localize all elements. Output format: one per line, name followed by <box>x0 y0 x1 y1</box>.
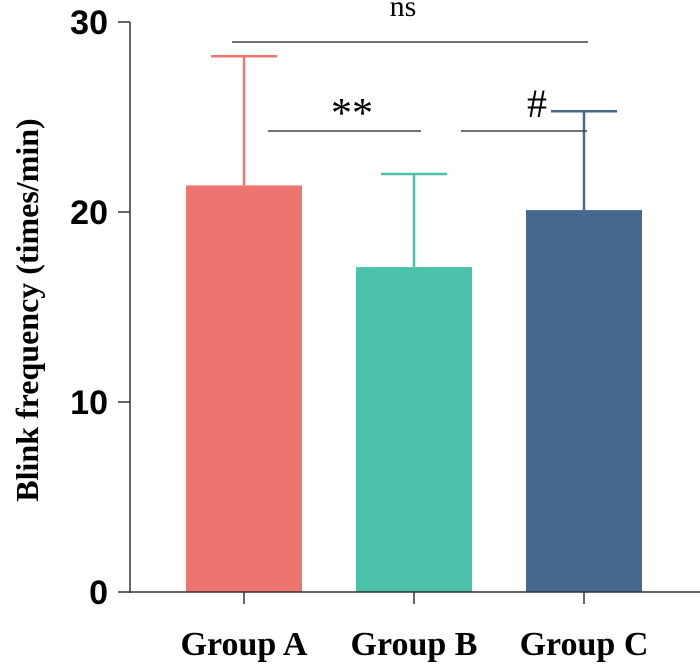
y-tick-label-20: 20 <box>70 194 108 232</box>
significance-label-1: ns <box>390 0 417 23</box>
bar-3 <box>526 210 642 592</box>
y-tick-label-0: 0 <box>89 574 108 612</box>
x-tick-label-2: Group B <box>351 626 478 663</box>
y-axis-title: Blink frequency (times/min) <box>9 118 45 501</box>
significance-label-2: ** <box>331 91 373 137</box>
bar-2 <box>356 267 472 592</box>
bar-1 <box>186 185 302 592</box>
error-bars-layer <box>211 54 617 268</box>
bars-layer <box>186 185 642 592</box>
significance-layer: ns ** # <box>232 0 588 137</box>
y-tick-label-30: 30 <box>70 4 108 42</box>
y-tick-label-10: 10 <box>70 384 108 422</box>
x-tick-label-1: Group A <box>181 626 308 663</box>
significance-label-3: # <box>527 81 547 126</box>
x-tick-label-3: Group C <box>520 626 649 663</box>
axes-layer: 0 10 20 30 Group A Group B Group C <box>70 4 700 663</box>
